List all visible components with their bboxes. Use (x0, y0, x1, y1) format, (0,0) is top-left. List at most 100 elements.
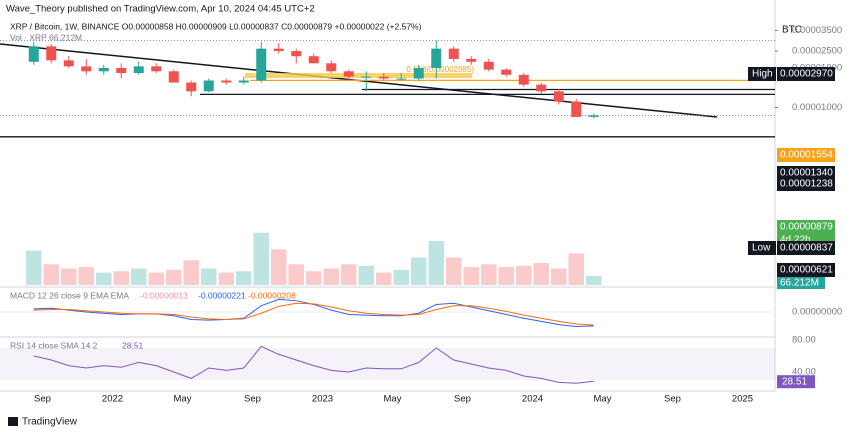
candle-body (133, 66, 144, 74)
candle-body (501, 69, 512, 75)
candle-body (98, 67, 109, 72)
x-tick-label: 2024 (522, 394, 543, 405)
volume-bar (568, 253, 584, 285)
candle-body (378, 76, 389, 79)
volume-bar (428, 241, 444, 285)
volume-bar (411, 257, 427, 285)
volume-bar (376, 272, 392, 285)
macd-legend: MACD 12 26 close 9 EMA EMA (10, 290, 129, 300)
volume-bar (218, 272, 234, 285)
level-label: 0.00000837 (780, 243, 833, 254)
x-tick-label: Sep (34, 394, 51, 405)
volume-bar (481, 264, 497, 285)
rsi-tick-label: 40.00 (792, 367, 816, 378)
volume-bar (78, 267, 94, 285)
volume-bar (166, 269, 182, 285)
level-label: 0.00001238 (780, 179, 833, 190)
x-tick-label: 2022 (102, 394, 123, 405)
x-tick-label: May (384, 394, 402, 405)
macd-histogram-value: -0.00000013 (140, 290, 188, 300)
background-layer: 0.618(0.00002885) (0, 0, 776, 392)
volume-bar (446, 257, 462, 285)
candle-body (536, 84, 547, 92)
level-tag (777, 177, 835, 191)
level-label: 0.00002970 (780, 69, 833, 80)
volume-bar (26, 250, 42, 285)
rsi-line (33, 345, 594, 384)
candle-body (553, 91, 564, 102)
volume-bar (516, 265, 532, 285)
candle-body (151, 66, 162, 72)
macd-tick-label: 0.00000000 (792, 307, 842, 318)
volume-tag (777, 277, 825, 289)
candle-body (203, 80, 214, 92)
fib-label: 0.618(0.00002885) (406, 65, 474, 74)
volume-bar (306, 271, 322, 285)
volume-bar (358, 265, 374, 285)
candle-body (46, 46, 57, 61)
foreground-layer: Wave_Theory published on TradingView.com… (6, 4, 842, 428)
x-tick-label: May (174, 394, 192, 405)
candle-body (291, 51, 302, 57)
volume-bar (131, 268, 147, 285)
volume-bar (253, 232, 269, 285)
candle-body (361, 76, 372, 78)
volume-bar (533, 263, 549, 285)
rsi-value: 28.51 (122, 340, 144, 350)
volume-bar (288, 264, 304, 285)
y-tick-label: 0.00001000 (792, 102, 842, 113)
level-name-tag (748, 67, 776, 81)
rsi-tick-label: 80.00 (792, 335, 816, 346)
rsi-band (0, 348, 775, 380)
y-tick-label: 0.00002500 (792, 46, 842, 57)
level-tag (777, 148, 835, 162)
level-tag (777, 220, 835, 234)
plot-layer (26, 40, 602, 384)
level-label: 0.00000879 (780, 222, 833, 233)
y-tick-label: 0.00003500 (792, 25, 842, 36)
legend: XRP / Bitcoin, 1W, BINANCE O0.00000858 H… (10, 21, 422, 31)
volume-bar (323, 268, 339, 285)
x-tick-label: May (594, 394, 612, 405)
candle-body (28, 46, 39, 62)
level-tag (777, 263, 835, 277)
candle-body (308, 56, 319, 64)
volume-bar (393, 269, 409, 285)
volume-bar (201, 268, 217, 285)
level-label: 0.00000621 (780, 265, 833, 276)
fib-zone (245, 73, 472, 78)
countdown-label: 4d 22h (780, 235, 811, 246)
volume-bar (113, 271, 129, 285)
candle-body (396, 78, 407, 80)
candle-body (238, 80, 249, 83)
volume-legend: Vol · XRP 66.212M (10, 32, 82, 42)
candle-body (326, 63, 337, 72)
level-tag (777, 67, 835, 81)
level-name-tag (748, 241, 776, 255)
x-tick-label: 2023 (312, 394, 333, 405)
level-name: High (752, 69, 773, 80)
level-tag (777, 166, 835, 180)
volume-bar (236, 271, 252, 285)
candle-body (273, 48, 284, 52)
macd-line (33, 298, 594, 327)
volume-bar (96, 272, 112, 285)
volume-bar (271, 249, 287, 285)
signal-line (33, 302, 594, 326)
volume-bar (463, 267, 479, 285)
volume-bar (61, 268, 77, 285)
level-label: 0.00001554 (780, 150, 833, 161)
candle-body (343, 71, 354, 77)
macd-value: -0.00000221 (198, 290, 246, 300)
candle-body (256, 48, 267, 81)
rsi-last: 28.51 (782, 376, 807, 387)
volume-bar (43, 264, 59, 285)
volume-bar (341, 264, 357, 285)
candle-body (448, 48, 459, 59)
candle-body (571, 101, 582, 117)
candle-body (168, 71, 179, 83)
level-name: Low (752, 243, 771, 254)
candle-body (466, 58, 477, 62)
volume-bar (551, 268, 567, 285)
